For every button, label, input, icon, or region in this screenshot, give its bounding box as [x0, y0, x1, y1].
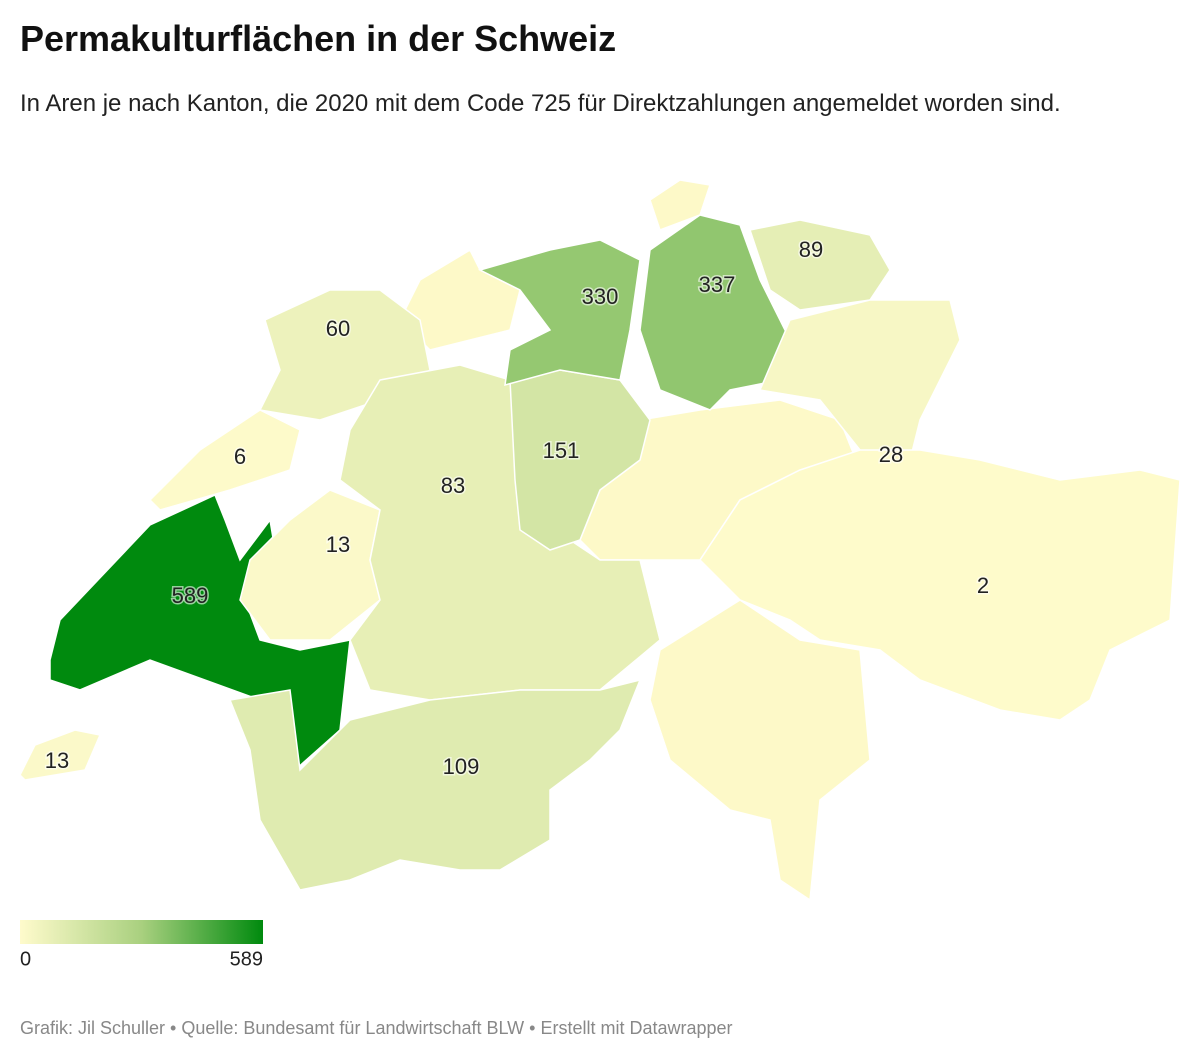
value-label: 83 — [441, 473, 465, 498]
labels: 60 6 589 13 13 83 109 151 330 337 89 28 2 — [43, 235, 990, 780]
canton — [19, 729, 102, 781]
legend-min: 0 — [20, 948, 31, 970]
canton — [699, 449, 1181, 721]
canton — [649, 179, 711, 231]
canton — [148, 409, 301, 511]
value-label: 151 — [543, 438, 580, 463]
cantons — [19, 214, 1181, 891]
footer: Grafik: Jil Schuller • Quelle: Bundesamt… — [20, 1018, 733, 1038]
canton — [228, 678, 642, 891]
canton — [749, 219, 891, 311]
value-label: 13 — [45, 748, 69, 773]
value-label: 89 — [799, 237, 823, 262]
value-label: 28 — [879, 442, 903, 467]
title: Permakulturflächen in der Schweiz — [20, 18, 617, 59]
value-label: 337 — [699, 272, 736, 297]
value-label: 2 — [977, 573, 989, 598]
value-label: 589 — [172, 583, 209, 608]
legend-max: 589 — [230, 948, 263, 970]
canton — [477, 239, 641, 387]
canton — [649, 599, 871, 902]
canton — [239, 489, 381, 641]
legend-bar — [20, 920, 263, 944]
value-label: 109 — [443, 754, 480, 779]
subtitle: In Aren je nach Kanton, die 2020 mit dem… — [20, 90, 1061, 117]
value-label: 60 — [326, 316, 350, 341]
value-label: 6 — [234, 444, 246, 469]
value-label: 13 — [326, 532, 350, 557]
value-label: 330 — [582, 284, 619, 309]
